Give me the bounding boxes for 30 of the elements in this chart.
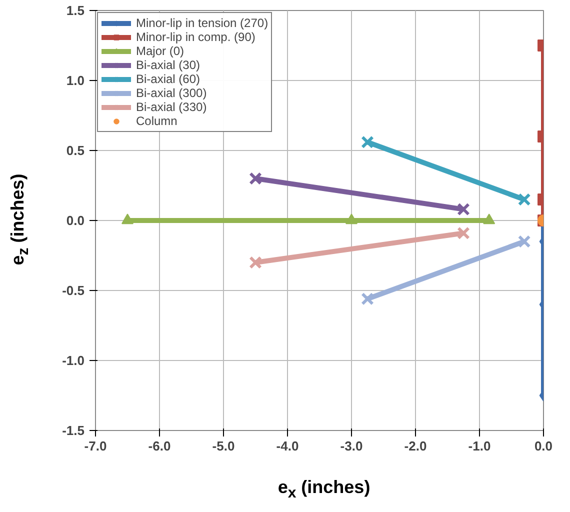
- point: [361, 292, 374, 306]
- legend-label: Bi-axial (300): [136, 86, 207, 100]
- x-tick-label: -1.0: [468, 438, 491, 454]
- y-tick-label: -1.0: [62, 353, 85, 368]
- legend-label: Minor-lip in tension (270): [136, 16, 268, 30]
- y-tick-label: 1.5: [66, 3, 85, 18]
- point: [122, 214, 134, 224]
- x-tick-label: -5.0: [212, 438, 235, 454]
- legend-label: Column: [136, 114, 178, 128]
- y-tick-label: -0.5: [62, 283, 85, 298]
- y-tick-label: -1.5: [62, 423, 85, 438]
- y-tick-label: 0.0: [66, 213, 85, 228]
- legend-label: Major (0): [136, 44, 184, 58]
- legend-label: Minor-lip in comp. (90): [136, 30, 256, 44]
- x-tick-label: -6.0: [148, 438, 171, 454]
- point: [346, 214, 358, 224]
- x-tick-label: -3.0: [340, 438, 363, 454]
- x-tick-label: -2.0: [404, 438, 427, 454]
- legend-label: Bi-axial (30): [136, 58, 200, 72]
- x-axis-title: e$_{x}$ (inches): [276, 476, 372, 504]
- point: [361, 136, 374, 149]
- legend-label: Bi-axial (60): [136, 72, 200, 86]
- legend-label: Bi-axial (330): [136, 100, 207, 114]
- x-tick-label: 0.0: [534, 438, 553, 454]
- x-tick-label: -4.0: [276, 438, 299, 454]
- point: [249, 172, 262, 185]
- y-tick-label: 1.0: [66, 73, 85, 88]
- x-tick-label: -7.0: [84, 438, 107, 454]
- y-tick-label: 0.5: [66, 143, 85, 158]
- point: [249, 256, 262, 269]
